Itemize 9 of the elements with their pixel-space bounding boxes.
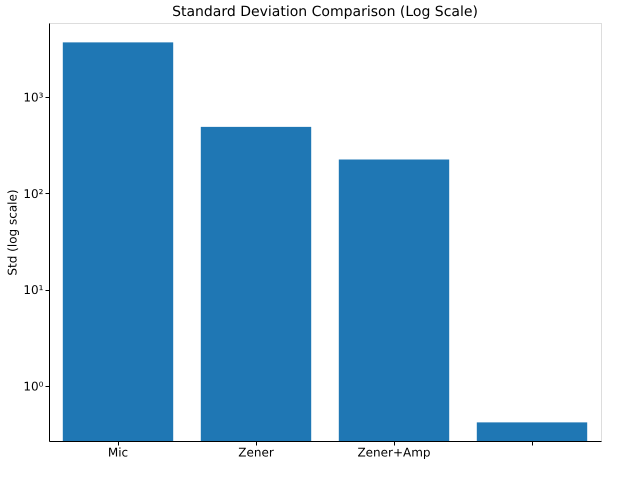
x-tick-label: Zener — [238, 446, 274, 460]
y-tick-label: 10¹ — [23, 283, 44, 298]
y-tick-label: 10³ — [23, 90, 44, 105]
y-axis-title: Std (log scale) — [5, 189, 20, 276]
y-tick-label: 10⁰ — [23, 379, 44, 394]
x-tick-label: Mic — [108, 446, 128, 460]
x-tick-label: Zener+Amp — [357, 446, 431, 460]
chart-title: Standard Deviation Comparison (Log Scale) — [172, 4, 478, 20]
y-tick-label: 10² — [23, 186, 44, 201]
